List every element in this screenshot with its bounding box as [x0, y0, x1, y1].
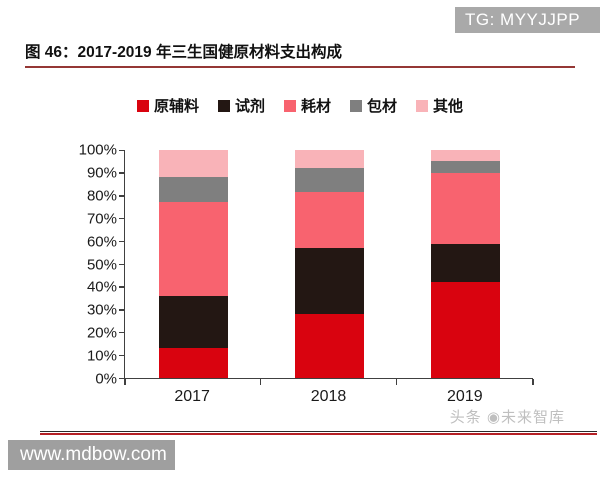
- y-tick-label: 0%: [95, 370, 117, 388]
- legend-label: 原辅料: [153, 98, 199, 115]
- bar-segment-原辅料: [158, 348, 228, 378]
- x-axis-labels: 2017 2018 2019: [124, 388, 533, 406]
- y-tick-label: 60%: [86, 233, 117, 251]
- stacked-bar-2017: [158, 150, 228, 378]
- bar-segment-包材: [430, 161, 500, 173]
- legend-swatch-icon: [416, 99, 429, 112]
- y-tick-mark: [119, 263, 125, 265]
- watermark: 头条 ◉未来智库: [449, 409, 565, 426]
- legend-swatch-icon: [136, 99, 149, 112]
- bar-segment-耗材: [430, 172, 500, 244]
- y-tick-mark: [119, 331, 125, 334]
- legend-item-试剂: 试剂: [217, 95, 265, 116]
- stacked-bar-2019: [430, 150, 500, 378]
- footer-rule-red-line: [40, 433, 597, 435]
- y-tick-mark: [119, 240, 125, 243]
- legend-label: 包材: [367, 98, 398, 115]
- footer-rule-dark-line: [40, 431, 597, 432]
- y-tick-mark: [119, 286, 125, 288]
- y-tick-label: 80%: [86, 187, 117, 205]
- x-tick-mark: [532, 379, 534, 385]
- legend-item-耗材: 耗材: [283, 95, 331, 116]
- y-tick-label: 10%: [86, 347, 117, 365]
- y-tick-mark: [119, 354, 125, 357]
- x-tick-mark: [395, 379, 398, 385]
- bar-segment-其他: [158, 150, 228, 178]
- legend-item-包材: 包材: [350, 95, 397, 116]
- legend-item-原辅料: 原辅料: [136, 95, 199, 116]
- legend-swatch-icon: [350, 99, 362, 112]
- y-tick-mark: [119, 309, 125, 311]
- figure-title: 图 46：2017-2019 年三生国健原材料支出构成: [25, 44, 342, 61]
- bar-segment-原辅料: [294, 314, 364, 378]
- y-tick-mark: [119, 377, 125, 379]
- stacked-bar-2018: [294, 150, 364, 378]
- y-tick-mark: [119, 195, 125, 197]
- telegram-badge: TG: MYYJJPP: [455, 7, 600, 33]
- legend-item-其他: 其他: [416, 95, 463, 116]
- bar-segment-试剂: [430, 243, 500, 283]
- y-axis-labels: 0% 10% 20% 30% 40% 50% 60% 70% 80% 90% 100%: [40, 142, 117, 388]
- legend-swatch-icon: [217, 99, 230, 112]
- bar-segment-包材: [158, 177, 228, 203]
- bar-segment-耗材: [158, 202, 228, 296]
- y-tick-mark: [119, 172, 125, 174]
- x-axis-label-2017: 2017: [174, 388, 210, 405]
- bar-segment-试剂: [294, 248, 364, 315]
- website-badge: www.mdbow.com: [8, 440, 175, 470]
- x-axis-label-2018: 2018: [310, 388, 347, 405]
- y-tick-label: 100%: [78, 141, 117, 159]
- y-tick-label: 70%: [86, 210, 117, 228]
- chart-legend: 原辅料 试剂 耗材 包材 其他: [0, 95, 600, 116]
- legend-label: 其他: [433, 98, 464, 115]
- x-tick-mark: [124, 379, 126, 385]
- x-tick-mark: [259, 379, 262, 385]
- y-tick-mark: [119, 149, 125, 151]
- bar-group-2018: [261, 150, 397, 378]
- bar-segment-耗材: [294, 192, 364, 249]
- bar-segment-其他: [430, 150, 500, 162]
- bar-group-2017: [125, 150, 261, 378]
- y-tick-mark: [119, 217, 125, 220]
- legend-label: 试剂: [234, 98, 265, 115]
- y-tick-label: 40%: [86, 278, 117, 296]
- x-axis-label-2019: 2019: [447, 388, 483, 405]
- title-underline: [25, 66, 575, 68]
- bar-segment-其他: [294, 150, 364, 169]
- footer-rule: [40, 431, 597, 435]
- y-tick-label: 20%: [86, 324, 117, 342]
- y-tick-label: 50%: [86, 256, 117, 273]
- legend-swatch-icon: [283, 99, 296, 112]
- y-tick-label: 30%: [86, 301, 117, 319]
- plot-area: [119, 149, 534, 385]
- bar-segment-试剂: [158, 295, 228, 349]
- bar-segment-原辅料: [430, 282, 500, 378]
- bar-group-2019: [397, 150, 533, 378]
- legend-label: 耗材: [300, 98, 331, 115]
- y-tick-label: 90%: [86, 164, 117, 182]
- bar-segment-包材: [294, 168, 364, 193]
